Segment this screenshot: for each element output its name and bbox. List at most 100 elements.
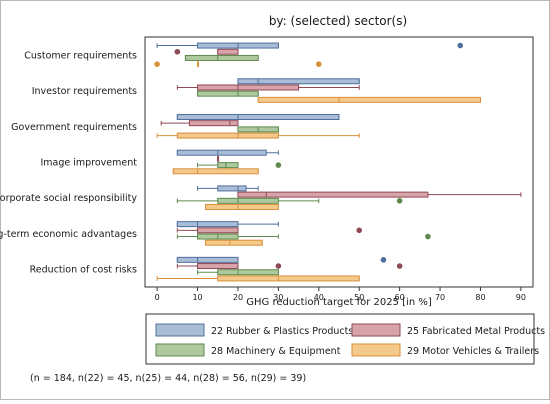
box-plots <box>154 42 522 282</box>
legend-label: 22 Rubber & Plastics Products <box>211 326 353 337</box>
box-plot-2 <box>174 48 239 55</box>
box-plot-4 <box>156 132 360 139</box>
outlier-point <box>356 227 363 234</box>
box-plot-3 <box>176 233 431 240</box>
legend-label: 25 Fabricated Metal Products <box>407 326 545 337</box>
x-axis: 0 10 20 30 40 50 60 70 80 90 <box>155 287 526 302</box>
category-label: Long-term economic advantages <box>0 229 137 240</box>
x-tick-label: 30 <box>273 293 283 302</box>
iqr-box <box>184 54 259 61</box>
box-plot-1 <box>176 221 279 228</box>
chart-title: by: (selected) sector(s) <box>269 14 407 28</box>
category-labels: Customer requirements Investor requiremen… <box>0 50 137 275</box>
outlier-point <box>275 263 282 269</box>
legend-label: 29 Motor Vehicles & Trailers <box>407 346 539 357</box>
iqr-box <box>217 275 360 282</box>
iqr-box <box>205 239 263 246</box>
x-tick-label: 80 <box>475 293 485 302</box>
box-plot-3 <box>197 269 279 276</box>
iqr-box <box>205 204 279 211</box>
x-tick-label: 0 <box>155 293 160 302</box>
x-tick-label: 40 <box>314 293 324 302</box>
outlier-point <box>275 162 282 168</box>
category-label: Corporate social responsibility <box>0 193 137 204</box>
x-tick-label: 90 <box>516 293 526 302</box>
x-axis-label: GHG reduction target for 2025 [in %] <box>246 297 432 308</box>
legend-swatch <box>351 323 401 337</box>
iqr-box <box>197 84 300 91</box>
box-plot-2 <box>176 263 403 270</box>
iqr-box <box>217 185 247 192</box>
iqr-box <box>176 113 340 120</box>
legend-swatch <box>351 343 401 357</box>
box-plot-3 <box>197 162 282 169</box>
legend-item: 22 Rubber & Plastics Products <box>155 323 353 337</box>
iqr-box <box>217 197 279 204</box>
iqr-box <box>237 78 360 85</box>
iqr-box <box>197 90 259 97</box>
x-tick-label: 20 <box>233 293 243 302</box>
legend-swatch <box>155 323 205 337</box>
outlier-point <box>380 257 387 263</box>
box-plot-2 <box>160 120 239 127</box>
legend-item: 28 Machinery & Equipment <box>155 343 341 357</box>
box-plot-3 <box>184 54 259 61</box>
box-plot-2 <box>176 84 360 91</box>
legend-swatch <box>155 343 205 357</box>
box-plot-4 <box>205 204 279 211</box>
outlier-point <box>315 61 322 67</box>
outlier-point <box>174 48 181 55</box>
legend-item: 29 Motor Vehicles & Trailers <box>351 343 539 357</box>
box-plot-3 <box>197 90 259 97</box>
legend: 22 Rubber & Plastics Products 25 Fabricat… <box>155 323 545 357</box>
box-plot-1 <box>176 149 279 156</box>
iqr-box <box>176 221 239 228</box>
x-tick-label: 10 <box>192 293 202 302</box>
iqr-box <box>197 227 239 234</box>
x-tick-label: 60 <box>395 293 405 302</box>
category-label: Investor requirements <box>32 86 137 97</box>
iqr-box <box>172 168 259 175</box>
outlier-point <box>457 42 464 49</box>
box-plot-2 <box>237 191 522 198</box>
iqr-box <box>197 263 239 270</box>
iqr-box <box>176 149 267 156</box>
box-plot-4 <box>257 96 481 103</box>
box-plot-1 <box>237 78 360 85</box>
box-plot-3 <box>237 126 279 133</box>
box-plot-3 <box>176 197 403 204</box>
iqr-box <box>257 96 481 103</box>
outlier-point <box>396 198 403 204</box>
box-plot-2 <box>176 227 363 234</box>
box-plot-1 <box>176 113 340 120</box>
iqr-box <box>176 132 279 139</box>
iqr-box <box>237 191 429 198</box>
x-tick-label: 70 <box>435 293 445 302</box>
x-tick-label: 50 <box>354 293 364 302</box>
box-plot-1 <box>176 256 387 263</box>
iqr-box <box>217 269 279 276</box>
legend-item: 25 Fabricated Metal Products <box>351 323 545 337</box>
category-label: Reduction of cost risks <box>30 265 137 276</box>
legend-label: 28 Machinery & Equipment <box>211 346 341 357</box>
outlier-point <box>425 233 431 240</box>
box-plot-4 <box>205 239 263 246</box>
box-plot-1 <box>197 185 259 192</box>
outlier-point <box>396 263 403 269</box>
category-label: Government requirements <box>11 122 137 133</box>
box-plot-4 <box>156 275 360 282</box>
iqr-box <box>217 48 239 55</box>
iqr-box <box>176 256 239 263</box>
box-plot-1 <box>156 42 464 49</box>
box-plot-4 <box>154 61 322 68</box>
iqr-box <box>217 162 239 169</box>
category-label: Image improvement <box>40 158 137 169</box>
outlier-point <box>154 61 160 67</box>
sample-size-note: (n = 184, n(22) = 45, n(25) = 44, n(28) … <box>30 373 306 384</box>
iqr-box <box>188 120 239 127</box>
box-plot-2 <box>217 155 220 162</box>
category-label: Customer requirements <box>24 50 137 61</box>
legend-box <box>145 313 535 365</box>
